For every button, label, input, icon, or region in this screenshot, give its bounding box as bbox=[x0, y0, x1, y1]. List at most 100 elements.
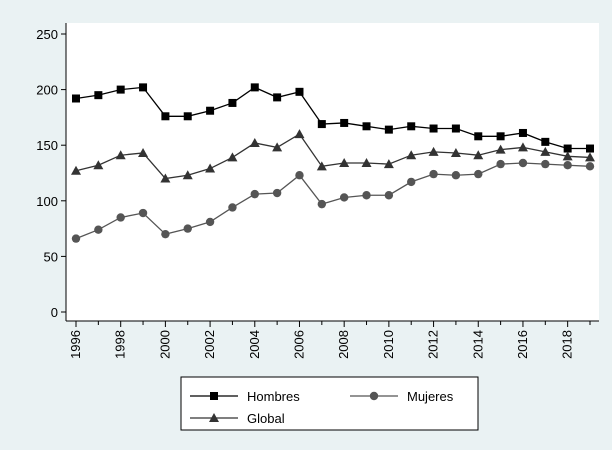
data-point-hombres bbox=[541, 137, 550, 146]
data-point-hombres bbox=[407, 122, 416, 131]
x-tick-label: 2004 bbox=[247, 330, 262, 359]
data-point-global bbox=[562, 151, 573, 161]
legend-marker-global bbox=[209, 413, 219, 422]
data-point-mujeres bbox=[518, 158, 528, 168]
data-point-mujeres bbox=[71, 234, 81, 243]
data-point-mujeres bbox=[317, 199, 327, 209]
data-point-hombres bbox=[451, 124, 460, 133]
data-point-global bbox=[249, 137, 260, 147]
x-tick-label: 1996 bbox=[68, 330, 83, 359]
legend-marker-mujeres bbox=[369, 391, 379, 401]
data-point-mujeres bbox=[563, 161, 572, 170]
data-point-hombres bbox=[161, 112, 170, 121]
y-tick-label: 200 bbox=[36, 83, 58, 98]
x-tick-label: 2010 bbox=[381, 330, 396, 359]
y-tick-label: 250 bbox=[36, 27, 58, 42]
legend: Hombres Mujeres Global bbox=[180, 376, 479, 431]
data-point-hombres bbox=[340, 118, 349, 127]
data-point-mujeres bbox=[451, 171, 461, 180]
data-point-mujeres bbox=[429, 169, 438, 179]
data-point-mujeres bbox=[496, 159, 505, 169]
legend-label-global: Global bbox=[247, 411, 285, 426]
data-point-mujeres bbox=[384, 191, 394, 200]
data-point-hombres bbox=[518, 128, 527, 137]
legend-label-hombres: Hombres bbox=[247, 389, 300, 404]
legend-entry-mujeres: Mujeres bbox=[350, 389, 454, 404]
data-point-hombres bbox=[563, 144, 572, 153]
data-point-mujeres bbox=[161, 229, 170, 239]
legend-entry-global: Global bbox=[190, 411, 285, 426]
data-point-mujeres bbox=[94, 225, 103, 234]
data-point-global bbox=[115, 150, 126, 160]
y-tick-label: 150 bbox=[36, 138, 58, 153]
data-point-mujeres bbox=[228, 203, 237, 212]
data-point-global bbox=[138, 147, 149, 157]
axes: 0 50 100 150 200 250 1996 1998 2000 2002 2004 2006 2… bbox=[36, 23, 599, 359]
x-tick-label: 2012 bbox=[426, 330, 441, 359]
legend-entry-hombres: Hombres bbox=[190, 389, 300, 404]
data-point-mujeres bbox=[250, 189, 259, 199]
data-point-global bbox=[383, 159, 394, 169]
data-point-global bbox=[294, 129, 305, 139]
data-point-hombres bbox=[474, 132, 483, 141]
x-tick-label: 2016 bbox=[515, 330, 530, 359]
data-point-global bbox=[473, 150, 484, 160]
data-point-global bbox=[495, 144, 506, 154]
x-tick-label: 2006 bbox=[291, 330, 306, 359]
data-point-mujeres bbox=[205, 217, 215, 227]
series-mujeres bbox=[71, 158, 595, 243]
data-point-hombres bbox=[250, 83, 259, 92]
data-point-global bbox=[160, 173, 171, 183]
data-point-hombres bbox=[429, 124, 438, 133]
legend-marker-hombres bbox=[210, 392, 218, 400]
data-point-mujeres bbox=[116, 213, 125, 222]
data-point-mujeres bbox=[541, 159, 550, 169]
data-point-mujeres bbox=[474, 169, 483, 179]
data-point-global bbox=[406, 150, 417, 160]
series-global bbox=[71, 129, 595, 183]
y-tick-label: 100 bbox=[36, 194, 58, 209]
data-point-mujeres bbox=[407, 177, 416, 187]
plot-area bbox=[66, 23, 599, 321]
data-point-mujeres bbox=[585, 162, 595, 171]
x-tick-label: 1998 bbox=[113, 330, 128, 359]
data-point-global bbox=[182, 170, 193, 180]
data-point-hombres bbox=[139, 83, 148, 92]
data-point-global bbox=[428, 146, 439, 156]
y-tick-label: 0 bbox=[51, 305, 58, 320]
data-point-mujeres bbox=[339, 193, 349, 202]
data-point-global bbox=[361, 157, 372, 167]
data-point-hombres bbox=[317, 120, 326, 129]
data-point-global bbox=[585, 152, 595, 162]
data-point-global bbox=[71, 165, 81, 175]
data-point-hombres bbox=[206, 106, 215, 115]
data-point-hombres bbox=[94, 91, 103, 100]
x-tick-label: 2014 bbox=[470, 330, 485, 359]
data-point-hombres bbox=[362, 122, 371, 131]
series-line-global bbox=[75, 133, 591, 180]
series-layer bbox=[71, 83, 595, 243]
x-tick-label: 2002 bbox=[202, 330, 217, 359]
data-point-global bbox=[93, 160, 104, 170]
x-tick-label: 2018 bbox=[560, 330, 575, 359]
legend-box bbox=[180, 376, 479, 431]
x-tick-label: 2008 bbox=[336, 330, 351, 359]
data-point-hombres bbox=[384, 125, 393, 134]
data-point-mujeres bbox=[183, 224, 192, 233]
series-hombres bbox=[72, 83, 594, 153]
data-point-hombres bbox=[273, 93, 282, 102]
data-point-hombres bbox=[228, 98, 237, 107]
data-point-global bbox=[227, 152, 238, 162]
y-tick-label: 50 bbox=[44, 249, 58, 264]
data-point-hombres bbox=[72, 94, 80, 103]
data-point-global bbox=[316, 161, 327, 171]
x-tick-label: 2000 bbox=[157, 330, 172, 359]
data-point-hombres bbox=[295, 87, 304, 96]
data-point-global bbox=[517, 142, 528, 152]
data-point-global bbox=[540, 146, 551, 156]
data-point-global bbox=[339, 157, 350, 167]
data-point-global bbox=[450, 147, 461, 157]
data-point-hombres bbox=[183, 112, 192, 121]
